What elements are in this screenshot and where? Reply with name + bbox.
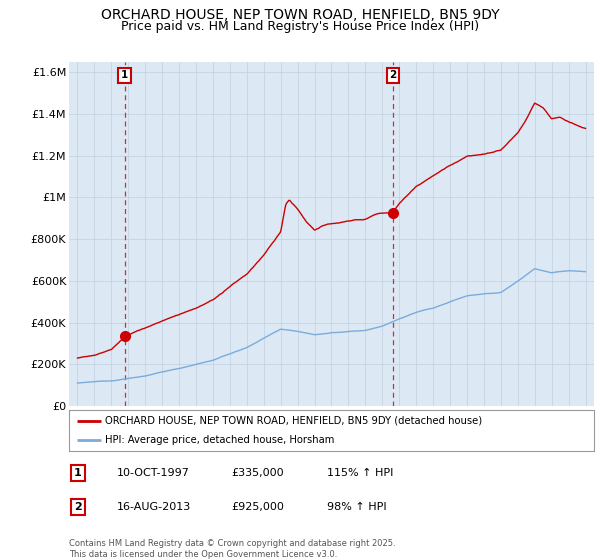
Text: ORCHARD HOUSE, NEP TOWN ROAD, HENFIELD, BN5 9DY (detached house): ORCHARD HOUSE, NEP TOWN ROAD, HENFIELD, …: [105, 416, 482, 426]
Text: 115% ↑ HPI: 115% ↑ HPI: [327, 468, 394, 478]
Text: ORCHARD HOUSE, NEP TOWN ROAD, HENFIELD, BN5 9DY: ORCHARD HOUSE, NEP TOWN ROAD, HENFIELD, …: [101, 8, 499, 22]
Text: 1: 1: [121, 70, 128, 80]
Text: 1: 1: [74, 468, 82, 478]
Text: £335,000: £335,000: [231, 468, 284, 478]
Text: 2: 2: [74, 502, 82, 512]
Text: 10-OCT-1997: 10-OCT-1997: [117, 468, 190, 478]
Text: £925,000: £925,000: [231, 502, 284, 512]
Text: 16-AUG-2013: 16-AUG-2013: [117, 502, 191, 512]
Text: Contains HM Land Registry data © Crown copyright and database right 2025.
This d: Contains HM Land Registry data © Crown c…: [69, 539, 395, 559]
Text: Price paid vs. HM Land Registry's House Price Index (HPI): Price paid vs. HM Land Registry's House …: [121, 20, 479, 32]
Text: 2: 2: [389, 70, 397, 80]
Text: 98% ↑ HPI: 98% ↑ HPI: [327, 502, 386, 512]
Text: HPI: Average price, detached house, Horsham: HPI: Average price, detached house, Hors…: [105, 435, 334, 445]
